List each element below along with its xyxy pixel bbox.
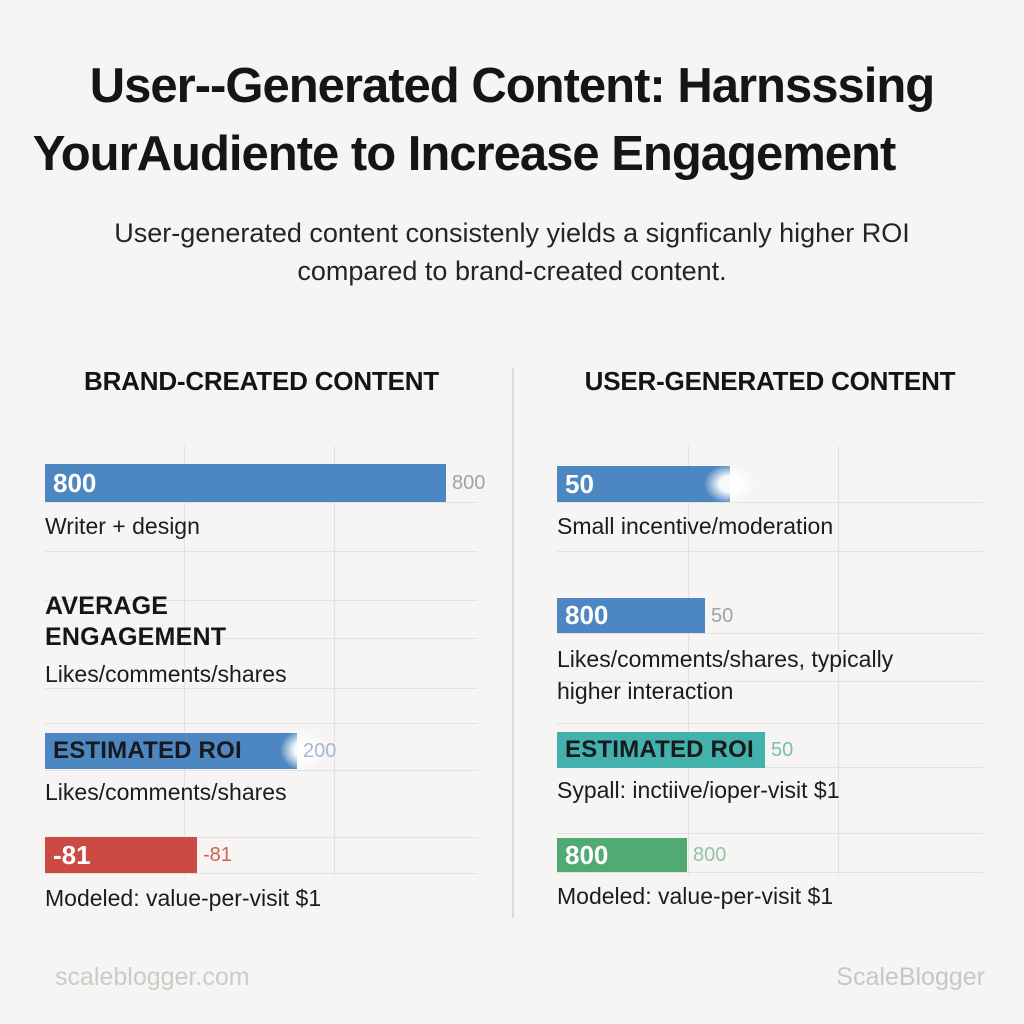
footer-site-url: scaleblogger.com: [55, 963, 250, 991]
gridline-horizontal: [45, 638, 478, 639]
bar: 50: [557, 466, 730, 502]
bar: -81: [45, 837, 197, 873]
bar: 800: [45, 464, 446, 502]
row-caption: Writer + design: [45, 513, 200, 539]
gridline-horizontal: [557, 723, 983, 724]
row-caption: Likes/comments/shares: [45, 661, 287, 687]
row-caption: Small incentive/moderation: [557, 513, 834, 539]
bar-outside-value: 800: [693, 844, 727, 866]
bar-value-label: 50: [565, 468, 594, 499]
gridline-horizontal: [45, 502, 478, 503]
artifact-smudge: [280, 729, 328, 771]
bar-value-label: 800: [53, 467, 97, 498]
row-caption: Likes/comments/shares: [45, 779, 287, 805]
gridline-horizontal: [557, 681, 983, 682]
gridline-horizontal: [45, 770, 478, 771]
gridline-horizontal: [45, 600, 478, 601]
gridline-vertical: [838, 446, 839, 876]
subtitle: User-generated content consistenly yield…: [114, 218, 910, 286]
row-caption: Modeled: value-per-visit $1: [557, 883, 834, 909]
footer-brand: ScaleBlogger: [836, 963, 985, 991]
row-caption: Likes/comments/shares, typically higher …: [557, 646, 894, 704]
row-caption: Modeled: value-per-visit $1: [45, 885, 322, 911]
bar-value-label: 800: [565, 600, 609, 630]
gridline-horizontal: [45, 873, 478, 874]
gridline-horizontal: [557, 502, 983, 503]
gridline-horizontal: [557, 551, 983, 552]
gridline-horizontal: [557, 633, 983, 634]
bar-outside-value: 50: [711, 604, 734, 627]
gridline-vertical: [184, 446, 185, 876]
bar: 800: [557, 838, 687, 872]
bar-value-label: ESTIMATED ROI: [565, 736, 754, 763]
bar: ESTIMATED ROI: [557, 732, 765, 768]
gridline-vertical: [334, 446, 335, 876]
row-heading: AVERAGE ENGAGEMENT: [45, 592, 227, 651]
column-header-brand-created: BRAND-CREATED CONTENT: [84, 366, 439, 396]
gridline-horizontal: [45, 837, 478, 838]
bar: ESTIMATED ROI: [45, 733, 297, 769]
row-caption: Sypall: inctiive/ioper-visit $1: [557, 777, 840, 803]
bar-outside-value: 50: [771, 739, 794, 761]
column-divider: [512, 368, 514, 918]
gridline-horizontal: [45, 723, 478, 724]
title-line-1: User--Generated Content: Harnsssing: [89, 59, 935, 113]
gridline-horizontal: [45, 551, 478, 552]
bar-outside-value: 200: [303, 740, 337, 762]
bar-outside-value: 800: [452, 472, 486, 494]
bar-value-label: -81: [53, 839, 91, 870]
gridline-horizontal: [557, 833, 983, 834]
column-header-user-generated: USER-GENERATED CONTENT: [584, 366, 956, 396]
bar-outside-value: -81: [203, 844, 232, 866]
gridline-horizontal: [557, 767, 983, 768]
bar-value-label: 800: [565, 839, 609, 870]
gridline-vertical: [688, 446, 689, 876]
artifact-smudge: [704, 464, 756, 504]
title-line-2: YourAudiente to Increase Engagement: [32, 127, 897, 181]
gridline-horizontal: [45, 688, 478, 689]
bar-value-label: ESTIMATED ROI: [53, 737, 242, 764]
bar: 800: [557, 598, 705, 633]
gridline-horizontal: [557, 872, 983, 873]
